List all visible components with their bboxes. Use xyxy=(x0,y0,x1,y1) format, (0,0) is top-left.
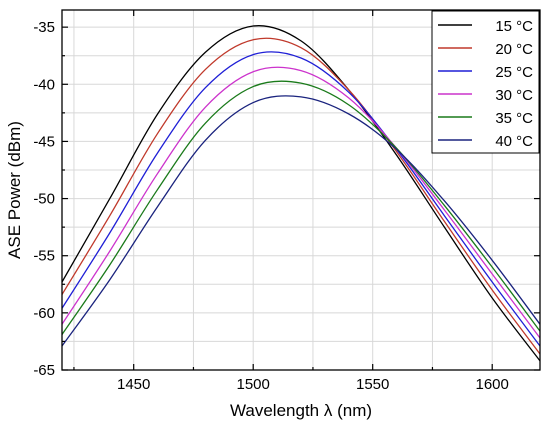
x-tick-label: 1450 xyxy=(117,376,150,393)
legend: 15 °C 20 °C 25 °C 30 °C 35 °C 40 °C xyxy=(431,10,540,154)
x-tick-label: 1600 xyxy=(476,376,509,393)
y-tick-label: -65 xyxy=(33,362,55,379)
y-tick-label: -55 xyxy=(33,248,55,265)
legend-box xyxy=(431,10,540,154)
series-line xyxy=(61,66,541,339)
series-line xyxy=(61,25,541,362)
series-line xyxy=(61,95,541,347)
legend-label: 25 °C xyxy=(495,64,533,81)
y-tick-label: -50 xyxy=(33,191,55,208)
x-tick-label: 1550 xyxy=(356,376,389,393)
plot-frame xyxy=(61,9,541,371)
grid xyxy=(62,10,540,371)
series-line xyxy=(61,37,541,355)
legend-label: 15 °C xyxy=(495,18,533,35)
y-tick-label: -60 xyxy=(33,305,55,322)
series-line xyxy=(61,51,541,347)
legend-label: 20 °C xyxy=(495,41,533,58)
y-tick-label: -35 xyxy=(33,19,55,36)
series-group xyxy=(61,25,541,362)
x-axis-label: Wavelength λ (nm) xyxy=(230,401,372,420)
legend-label: 30 °C xyxy=(495,87,533,104)
y-axis-label: ASE Power (dBm) xyxy=(5,121,24,259)
legend-label: 40 °C xyxy=(495,133,533,150)
y-tick-label: -40 xyxy=(33,76,55,93)
x-tick-label: 1500 xyxy=(237,376,270,393)
y-tick-label: -45 xyxy=(33,133,55,150)
series-line xyxy=(61,80,541,335)
legend-label: 35 °C xyxy=(495,110,533,127)
axis-ticks xyxy=(62,10,540,371)
tick-labels: 1450 1500 1550 1600 -65 -60 -55 -50 -45 -40 -35 xyxy=(33,19,509,393)
